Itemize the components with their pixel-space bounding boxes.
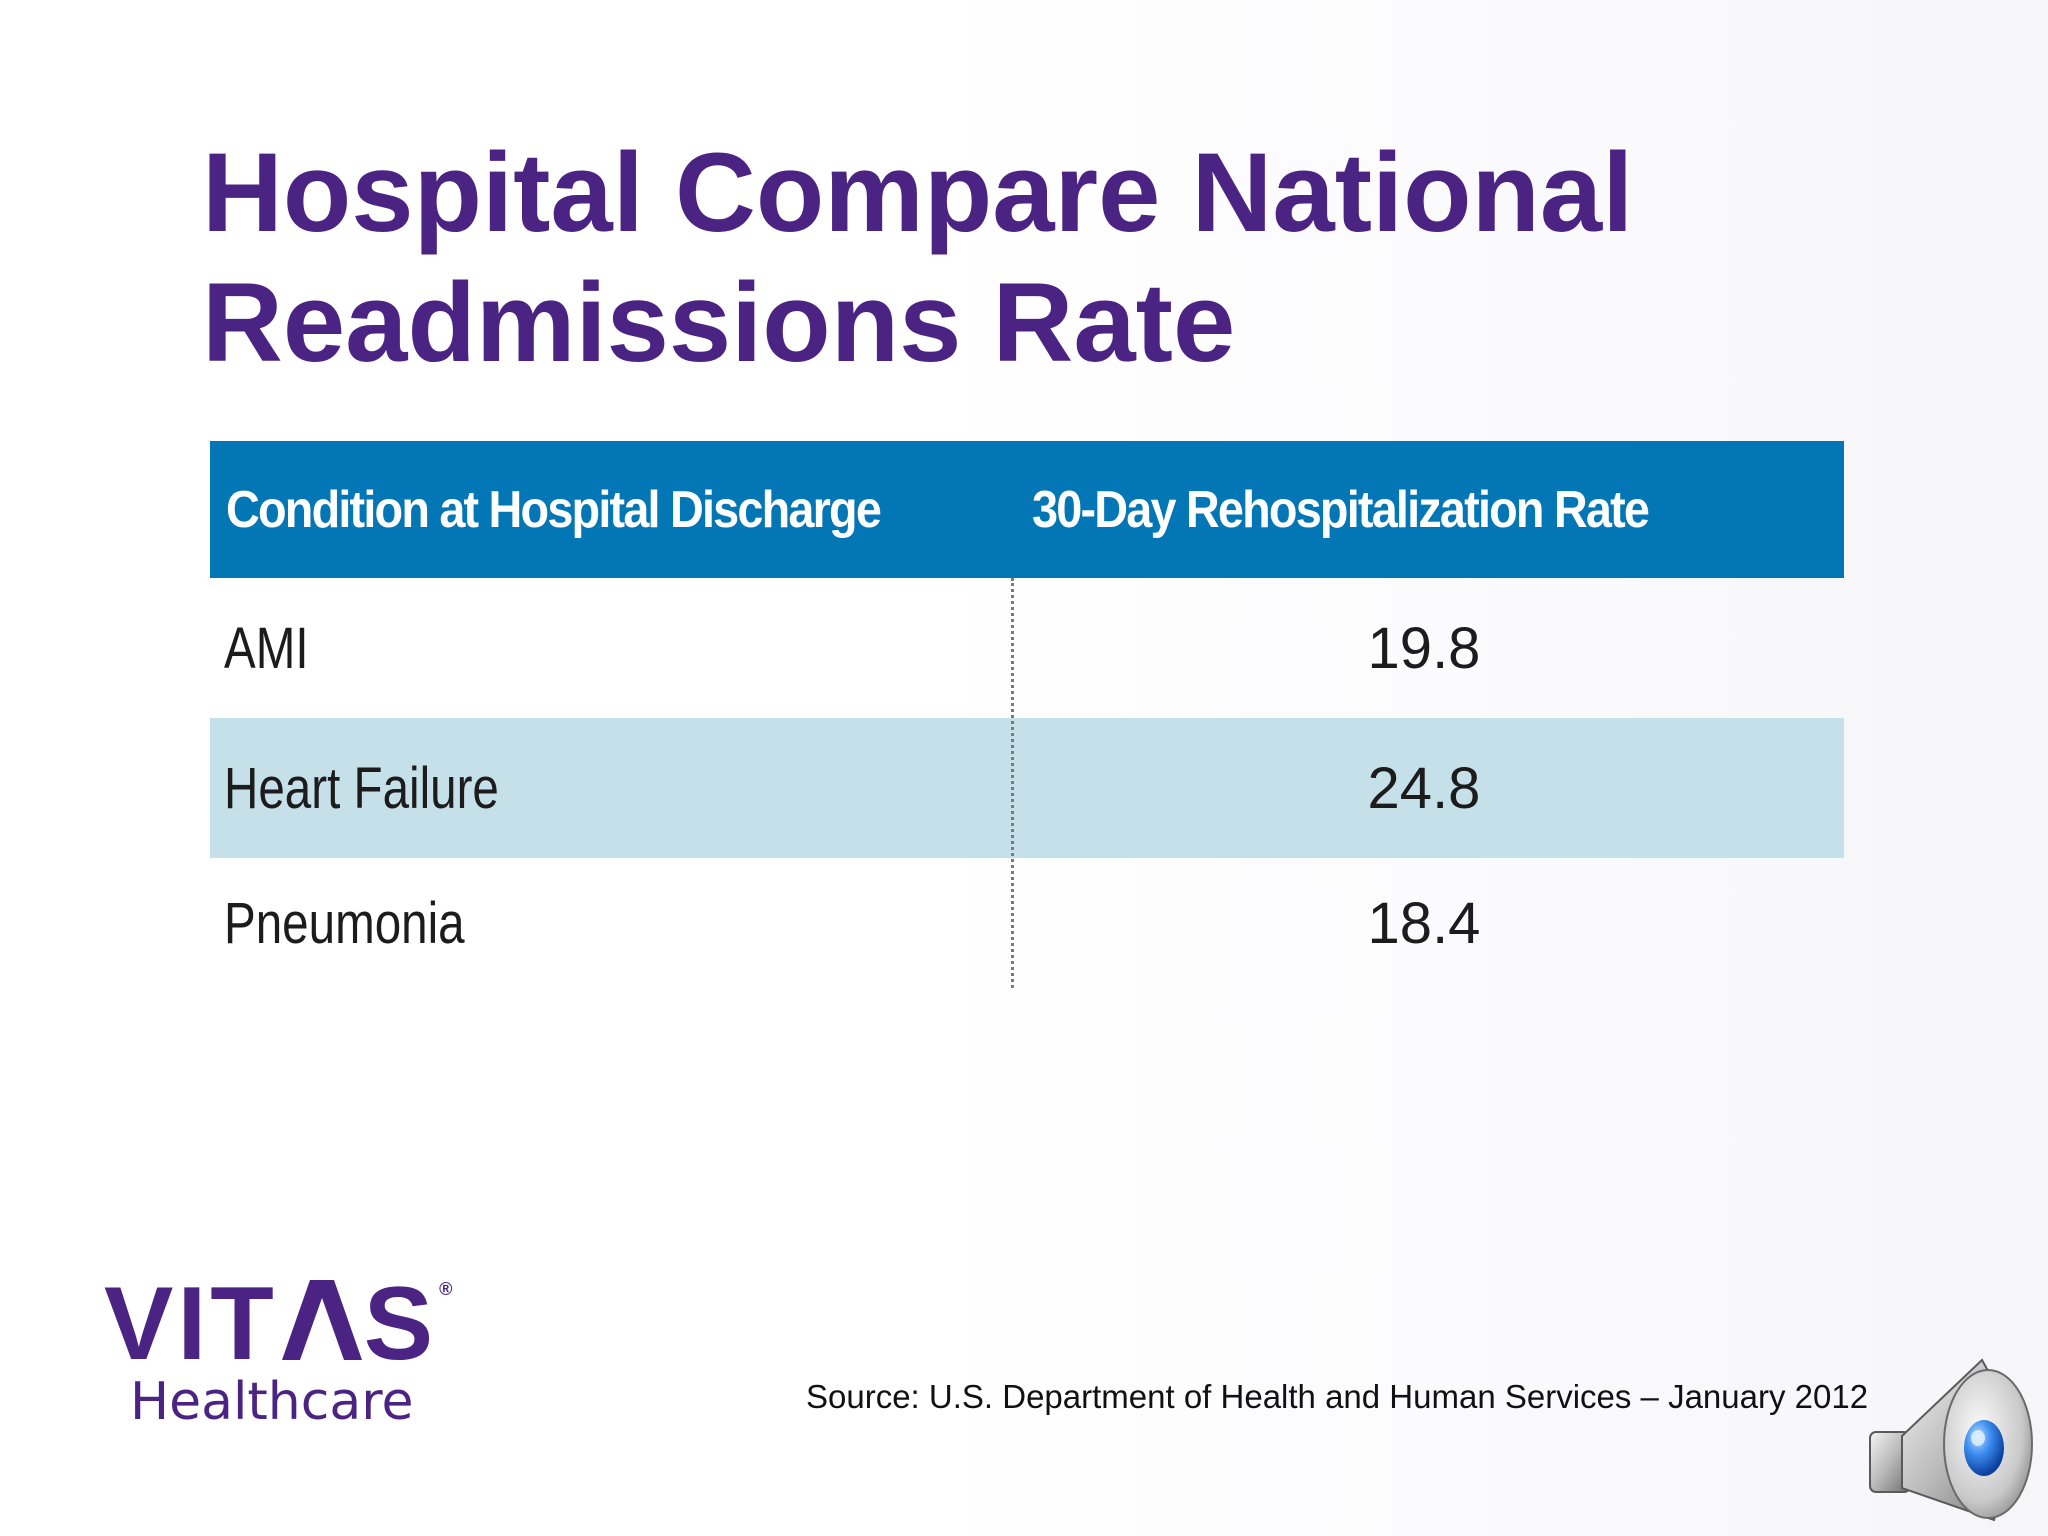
cell-condition: AMI: [224, 615, 309, 681]
cell-condition: Pneumonia: [224, 890, 465, 956]
speaker-icon[interactable]: [1862, 1352, 2040, 1530]
table-row: AMI 19.8: [210, 578, 1844, 718]
header-condition: Condition at Hospital Discharge: [226, 480, 882, 539]
cell-rate: 19.8: [1367, 615, 1481, 681]
vitas-healthcare-logo: VIT S ® Healthcare: [104, 1272, 452, 1432]
cell-rate: 18.4: [1367, 890, 1481, 956]
cell-condition: Heart Failure: [224, 755, 499, 821]
table-row: Heart Failure 24.8: [210, 718, 1844, 858]
source-citation: Source: U.S. Department of Health and Hu…: [806, 1378, 1869, 1415]
slide-title-line-1: Hospital Compare National: [202, 130, 1634, 255]
header-rate: 30-Day Rehospitalization Rate: [1032, 480, 1650, 539]
logo-wordmark: VIT S ®: [104, 1272, 452, 1376]
registered-mark: ®: [439, 1279, 453, 1299]
logo-subtitle: Healthcare: [130, 1372, 414, 1432]
logo-wordmark-part-1: VIT: [104, 1266, 278, 1382]
slide-title: Hospital Compare National Readmissions R…: [202, 128, 1802, 388]
column-divider: [1011, 578, 1014, 988]
logo-wordmark-part-2: S: [363, 1266, 438, 1382]
slide-title-line-2: Readmissions Rate: [202, 260, 1236, 385]
readmissions-table: Condition at Hospital Discharge 30-Day R…: [210, 441, 1844, 988]
logo-lambda-icon: [281, 1280, 362, 1360]
cell-rate: 24.8: [1367, 755, 1481, 821]
table-header-row: Condition at Hospital Discharge 30-Day R…: [210, 441, 1844, 578]
table-row: Pneumonia 18.4: [210, 858, 1844, 988]
